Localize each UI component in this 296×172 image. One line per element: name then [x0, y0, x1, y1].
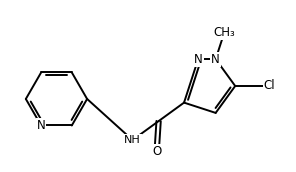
- Text: Cl: Cl: [263, 79, 275, 93]
- Text: N: N: [37, 119, 46, 132]
- Text: N: N: [194, 53, 202, 66]
- Text: NH: NH: [124, 135, 141, 145]
- Text: N: N: [211, 53, 220, 66]
- Text: CH₃: CH₃: [213, 26, 235, 39]
- Text: O: O: [152, 145, 161, 158]
